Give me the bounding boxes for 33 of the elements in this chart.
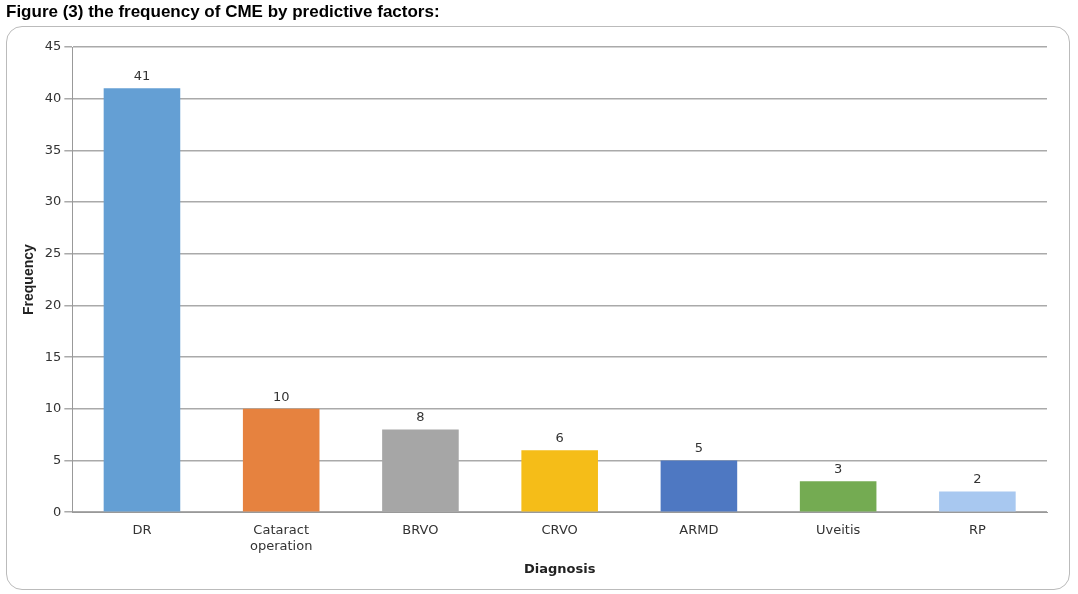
x-tick-label: Cataract operation [249,522,313,553]
y-tick-label: 25 [44,245,62,261]
data-label: 5 [694,440,704,456]
x-tick-label: CRVO [541,522,578,538]
x-tick-label: ARMD [679,522,719,538]
y-tick-label: 5 [53,451,62,467]
bar [660,460,738,512]
y-tick-label: 0 [53,503,62,519]
y-tick-label: 40 [44,90,62,106]
data-label: 41 [133,68,151,84]
y-tick-label: 15 [44,348,62,364]
x-tick-label: RP [968,522,986,538]
bar [521,450,598,512]
y-tick-label: 20 [44,296,62,312]
y-axis-title: Frequency [20,243,37,316]
bar [939,491,1016,512]
y-tick-label: 30 [44,193,62,209]
x-tick-label: Uveitis [815,522,861,538]
bar [103,88,181,512]
y-tick-label: 45 [44,38,62,54]
bar [799,481,877,512]
x-tick-label: BRVO [402,522,439,538]
x-tick-label: DR [132,522,152,538]
data-label: 10 [272,388,290,404]
chart-title: Figure (3) the frequency of CME by predictive factors: [5,1,441,23]
bar [242,408,320,512]
x-axis-title: Diagnosis [523,560,596,576]
data-label: 3 [834,461,843,477]
y-tick-label: 10 [44,400,62,416]
data-label: 8 [416,409,425,425]
data-label: 2 [973,471,982,487]
y-tick-label: 35 [44,141,62,157]
data-label: 6 [555,430,564,446]
